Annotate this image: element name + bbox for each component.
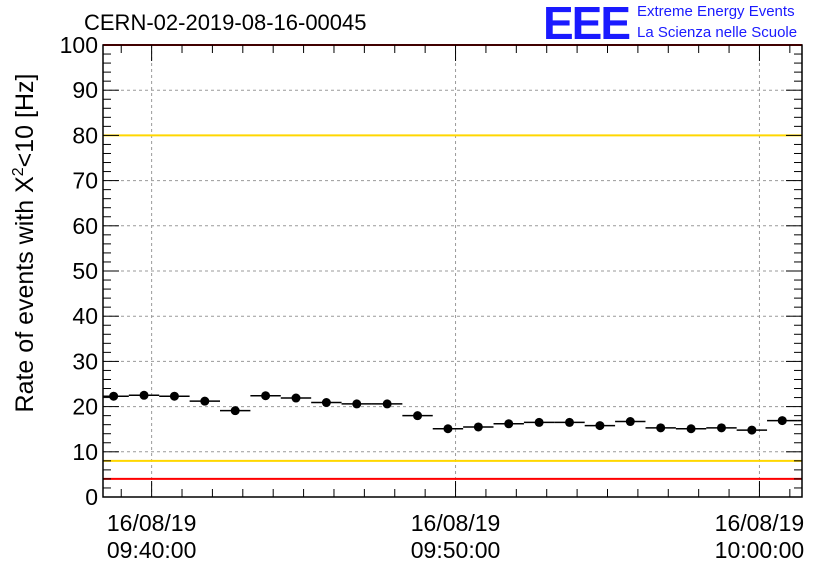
x-tick-label-date: 16/08/19 xyxy=(411,510,501,536)
y-axis-label-sup: 2 xyxy=(10,167,27,176)
y-axis-label-main: Rate of events with X xyxy=(11,176,39,413)
y-tick-label: 90 xyxy=(72,77,98,103)
grid-lines xyxy=(103,45,802,497)
data-point xyxy=(413,411,423,421)
x-tick-label-time: 09:40:00 xyxy=(107,537,197,563)
logo-line-2: La Scienza nelle Scuole xyxy=(637,24,798,41)
run-title: CERN-02-2019-08-16-00045 xyxy=(84,10,367,35)
x-tick-label-time: 09:50:00 xyxy=(411,537,501,563)
x-tick-label-date: 16/08/19 xyxy=(715,510,805,536)
data-point xyxy=(443,424,453,434)
data-point xyxy=(504,419,514,429)
logo-line-1: Extreme Energy Events xyxy=(637,3,795,20)
data-points xyxy=(103,390,802,435)
data-point xyxy=(352,399,362,409)
data-point xyxy=(747,425,757,435)
data-point xyxy=(473,422,483,432)
data-point xyxy=(321,398,331,408)
data-point xyxy=(291,393,301,403)
data-point xyxy=(109,391,119,401)
data-point xyxy=(686,424,696,434)
reference-lines xyxy=(103,44,802,480)
eee-logo: EEE xyxy=(543,0,631,49)
y-tick-label: 30 xyxy=(72,348,98,374)
data-point xyxy=(534,417,544,427)
data-point xyxy=(230,406,240,416)
y-tick-label: 70 xyxy=(72,168,98,194)
data-point xyxy=(169,391,179,401)
y-tick-label: 80 xyxy=(72,122,98,148)
data-point xyxy=(625,417,635,427)
data-point xyxy=(716,423,726,433)
data-point xyxy=(382,399,392,409)
axes xyxy=(102,44,803,498)
data-point xyxy=(261,391,271,401)
y-tick-labels: 0 10 20 30 40 50 60 70 80 90 100 xyxy=(60,32,98,510)
y-tick-label: 40 xyxy=(72,303,98,329)
data-point xyxy=(656,423,666,433)
data-point xyxy=(595,421,605,431)
data-point xyxy=(777,416,787,426)
x-tick-labels: 16/08/1909:40:0016/08/1909:50:0016/08/19… xyxy=(107,510,804,563)
y-tick-label: 20 xyxy=(72,394,98,420)
x-tick-label-time: 10:00:00 xyxy=(715,537,805,563)
y-tick-label: 60 xyxy=(72,213,98,239)
data-point xyxy=(200,396,210,406)
y-axis-label-tail: <10 [Hz] xyxy=(11,74,39,168)
y-tick-label: 0 xyxy=(85,484,98,510)
data-point xyxy=(565,417,575,427)
x-tick-label-date: 16/08/19 xyxy=(107,510,197,536)
data-point xyxy=(139,390,149,400)
y-tick-label: 100 xyxy=(60,32,98,58)
y-axis-label: Rate of events with X2<10 [Hz] xyxy=(10,74,39,413)
y-tick-label: 50 xyxy=(72,258,98,284)
y-tick-label: 10 xyxy=(72,439,98,465)
